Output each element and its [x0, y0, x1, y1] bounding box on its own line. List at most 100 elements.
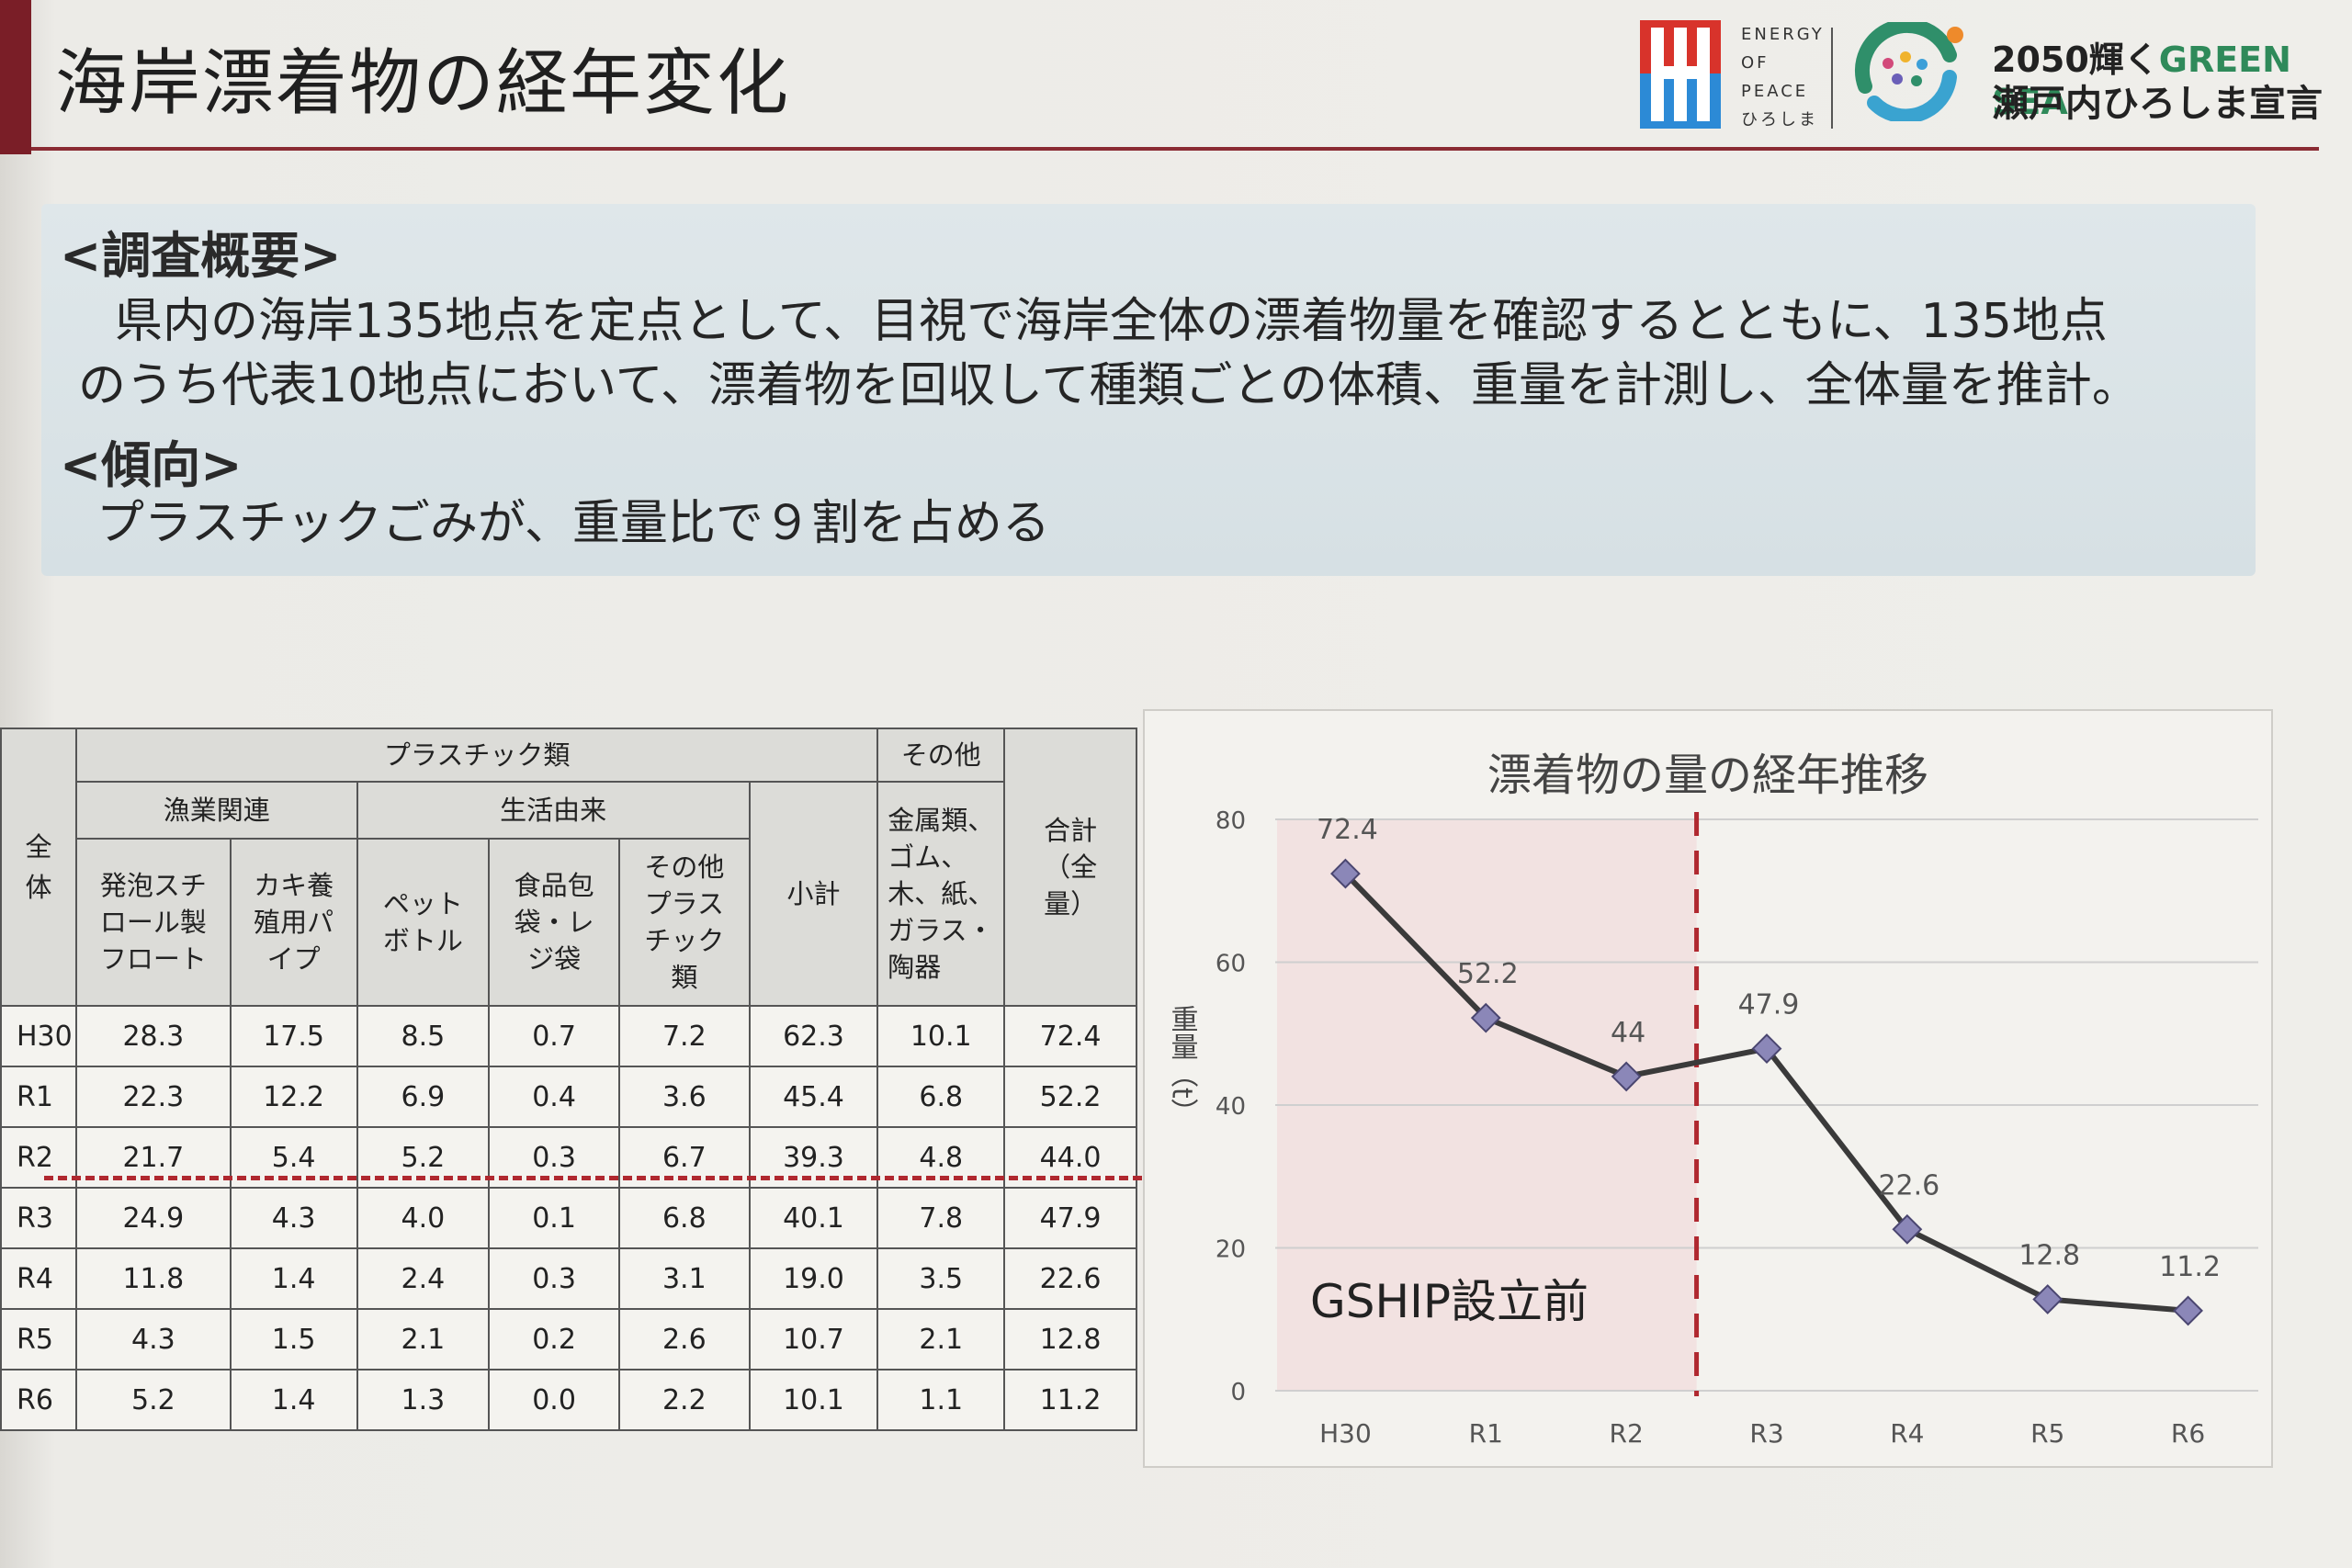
table-cell: 72.4 — [1003, 1005, 1137, 1067]
title-underline — [31, 147, 2319, 151]
y-tick-label: 40 — [1216, 1093, 1246, 1121]
table-cell: 1.3 — [356, 1369, 491, 1431]
table-row: R3 24.9 4.3 4.0 0.1 6.8 40.1 7.8 47.9 — [0, 1187, 1137, 1249]
row-era-label: R4 — [0, 1247, 77, 1310]
table-cell: 1.4 — [229, 1247, 358, 1310]
trend-heading: <傾向> — [60, 436, 243, 494]
row-era-label: H30 — [0, 1005, 77, 1067]
page-title: 海岸漂着物の経年変化 — [55, 42, 791, 125]
table-cell: 2.2 — [617, 1369, 751, 1431]
energy-of-peace-logo: ENERGY OF PEACE ひろしま — [1640, 20, 1842, 130]
debris-trend-chart: 漂着物の量の経年推移 0 20 40 60 80 重量（t） H30 R1 R2 R3 R4 R5 R6… — [1143, 709, 2273, 1468]
table-cell: 5.2 — [74, 1369, 232, 1431]
table-cell: 2.4 — [356, 1247, 491, 1310]
data-label: 47.9 — [1738, 989, 1800, 1021]
table-cell: 10.1 — [748, 1369, 879, 1431]
table-cell: 6.8 — [876, 1066, 1006, 1128]
y-tick-label: 60 — [1216, 951, 1246, 978]
table-cell: 1.1 — [876, 1369, 1006, 1431]
data-label: 11.2 — [2159, 1251, 2221, 1283]
table-cell: 3.1 — [617, 1247, 751, 1310]
table-cell: 8.5 — [356, 1005, 491, 1067]
table-cell: 47.9 — [1003, 1187, 1137, 1249]
table-cell: 7.8 — [876, 1187, 1006, 1249]
table-cell: 19.0 — [748, 1247, 879, 1310]
row-era-label: R5 — [0, 1308, 77, 1371]
table-cell: 10.7 — [748, 1308, 879, 1371]
table-cell: 2.1 — [876, 1308, 1006, 1371]
table-cell: 1.4 — [229, 1369, 358, 1431]
table-cell: 4.3 — [74, 1308, 232, 1371]
table-cell: 3.6 — [617, 1066, 751, 1128]
survey-text-line2: のうち代表10地点において、漂着物を回収して種類ごとの体積、重量を計測し、全体量… — [78, 358, 2140, 413]
header-other-plastic: その他プラスチック類 — [617, 838, 751, 1007]
header-total: 合計（全量） — [1003, 728, 1137, 1007]
table-cell: 28.3 — [74, 1005, 232, 1067]
data-label: 72.4 — [1317, 814, 1378, 846]
header-cell-zentai: 全体 — [0, 728, 77, 1007]
header-metal-etc: 金属類、ゴム、木、紙、ガラス・陶器 — [876, 781, 1006, 1007]
header-subtotal: 小計 — [748, 781, 879, 1007]
table-cell: 0.7 — [488, 1005, 620, 1067]
table-cell: 0.1 — [488, 1187, 620, 1249]
x-tick-label: R4 — [1890, 1418, 1924, 1449]
row-era-label: R6 — [0, 1369, 77, 1431]
table-cell: 40.1 — [748, 1187, 879, 1249]
x-tick-label: R1 — [1469, 1418, 1503, 1449]
table-cell: 4.0 — [356, 1187, 491, 1249]
table-cell: 1.5 — [229, 1308, 358, 1371]
row-era-label: R1 — [0, 1066, 77, 1128]
table-cell: 22.6 — [1003, 1247, 1137, 1310]
table-row: R4 11.8 1.4 2.4 0.3 3.1 19.0 3.5 22.6 — [0, 1247, 1137, 1310]
energy-of-peace-wordmark: ENERGY OF PEACE ひろしま — [1741, 25, 1825, 130]
data-label: 44 — [1611, 1017, 1645, 1049]
data-label: 52.2 — [1457, 958, 1519, 990]
debris-weight-table: 全体 プラスチック類 その他 合計（全量） 漁業関連 生活由来 小計 金属類、ゴ… — [0, 728, 1137, 1431]
table-cell: 6.8 — [617, 1187, 751, 1249]
header-styrofoam-float: 発泡スチロール製フロート — [74, 838, 232, 1007]
data-point-marker — [1470, 1002, 1501, 1033]
header-life: 生活由来 — [356, 781, 751, 840]
table-cell: 17.5 — [229, 1005, 358, 1067]
green-sea-logo-icon — [1854, 22, 1963, 121]
table-row: R5 4.3 1.5 2.1 0.2 2.6 10.7 2.1 12.8 — [0, 1308, 1137, 1371]
data-label: 22.6 — [1878, 1169, 1939, 1201]
data-label: 12.8 — [2018, 1239, 2080, 1271]
survey-summary-box: <調査概要> 県内の海岸135地点を定点として、目視で海岸全体の漂着物量を確認す… — [41, 204, 2256, 576]
data-point-marker — [1611, 1061, 1642, 1092]
chart-plot-area: 0 20 40 60 80 重量（t） H30 R1 R2 R3 R4 R5 R6 GSHIP設立前 72.… — [1166, 807, 2258, 1449]
table-row: H30 28.3 17.5 8.5 0.7 7.2 62.3 10.1 72.4 — [0, 1005, 1137, 1067]
header-food-bag: 食品包袋・レジ袋 — [488, 838, 620, 1007]
y-tick-label: 20 — [1216, 1236, 1246, 1264]
x-tick-label: R2 — [1610, 1418, 1644, 1449]
energy-of-peace-mark-icon — [1640, 20, 1721, 129]
table-cell: 62.3 — [748, 1005, 879, 1067]
y-axis-label: 重量（t） — [1166, 1005, 1199, 1126]
x-tick-label: R3 — [1749, 1418, 1783, 1449]
x-tick-label: R5 — [2030, 1418, 2064, 1449]
green-sea-title: 2050輝くGREEN SEA — [1992, 39, 2291, 122]
chart-title: 漂着物の量の経年推移 — [1487, 750, 1928, 801]
data-point-marker — [1892, 1213, 1923, 1245]
table-cell: 0.4 — [488, 1066, 620, 1128]
table-row: R1 22.3 12.2 6.9 0.4 3.6 45.4 6.8 52.2 — [0, 1066, 1137, 1128]
table-cell: 10.1 — [876, 1005, 1006, 1067]
row-era-label: R3 — [0, 1187, 77, 1249]
table-cell: 24.9 — [74, 1187, 232, 1249]
table-cell: 0.3 — [488, 1247, 620, 1310]
table-cell: 2.1 — [356, 1308, 491, 1371]
logo-divider — [1831, 28, 1833, 129]
table-cell: 45.4 — [748, 1066, 879, 1128]
title-accent-bar — [0, 0, 31, 154]
table-cell: 11.8 — [74, 1247, 232, 1310]
x-tick-label: R6 — [2171, 1418, 2205, 1449]
gship-divider-line — [44, 1176, 1142, 1180]
header-other: その他 — [876, 728, 1006, 783]
table-cell: 12.2 — [229, 1066, 358, 1128]
header-fishery: 漁業関連 — [74, 781, 358, 840]
survey-heading: <調査概要> — [60, 227, 342, 285]
y-tick-label: 80 — [1216, 807, 1246, 835]
x-tick-label: H30 — [1319, 1418, 1372, 1449]
header-plastic: プラスチック類 — [74, 728, 879, 783]
